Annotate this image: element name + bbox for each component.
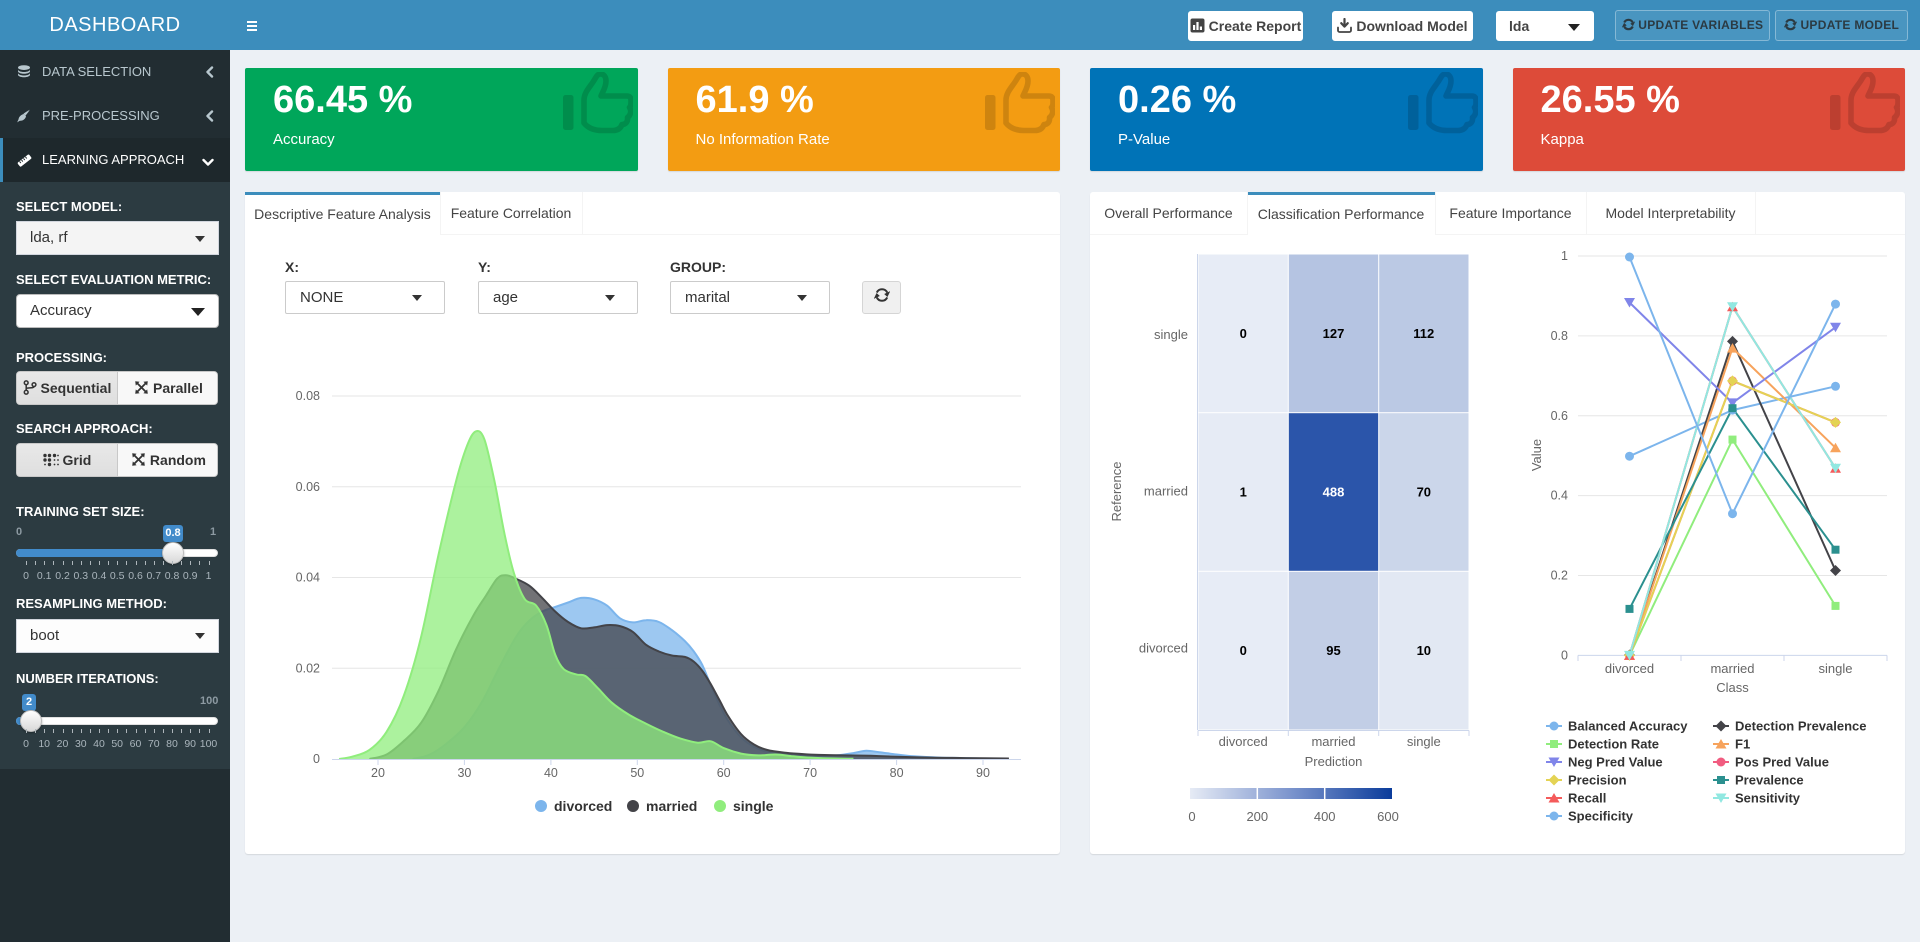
svg-text:single: single [1407, 734, 1441, 749]
svg-text:0: 0 [1188, 809, 1195, 824]
svg-text:1: 1 [1240, 485, 1247, 500]
svg-text:divorced: divorced [1605, 661, 1654, 676]
svg-text:married: married [1144, 484, 1188, 499]
svg-text:60: 60 [717, 766, 731, 780]
svg-text:Class: Class [1716, 680, 1749, 695]
svg-text:400: 400 [1314, 809, 1336, 824]
svg-text:40: 40 [544, 766, 558, 780]
svg-text:Specificity: Specificity [1568, 809, 1634, 824]
svg-text:married: married [646, 798, 697, 814]
svg-text:1: 1 [1561, 249, 1568, 263]
svg-text:112: 112 [1413, 326, 1434, 341]
svg-text:90: 90 [976, 766, 990, 780]
svg-text:F1: F1 [1735, 737, 1750, 752]
svg-text:Value: Value [1529, 439, 1544, 471]
svg-text:0.06: 0.06 [296, 480, 320, 494]
svg-text:70: 70 [803, 766, 817, 780]
svg-text:95: 95 [1326, 643, 1340, 658]
svg-text:Sensitivity: Sensitivity [1735, 791, 1801, 806]
svg-text:50: 50 [630, 766, 644, 780]
svg-text:divorced: divorced [554, 798, 612, 814]
svg-text:10: 10 [1417, 643, 1431, 658]
svg-text:20: 20 [371, 766, 385, 780]
svg-text:Precision: Precision [1568, 773, 1627, 788]
svg-text:200: 200 [1246, 809, 1268, 824]
svg-text:Pos Pred Value: Pos Pred Value [1735, 755, 1829, 770]
svg-text:married: married [1311, 734, 1355, 749]
svg-text:0.6: 0.6 [1551, 409, 1568, 423]
svg-text:single: single [733, 798, 774, 814]
svg-text:80: 80 [890, 766, 904, 780]
svg-text:0: 0 [313, 752, 320, 766]
svg-text:0.2: 0.2 [1551, 569, 1568, 583]
svg-text:Prediction: Prediction [1305, 754, 1363, 769]
svg-text:Neg Pred Value: Neg Pred Value [1568, 755, 1663, 770]
svg-text:single: single [1154, 327, 1188, 342]
svg-text:divorced: divorced [1219, 734, 1268, 749]
svg-text:488: 488 [1323, 485, 1345, 500]
svg-text:single: single [1819, 661, 1853, 676]
svg-text:600: 600 [1377, 809, 1399, 824]
svg-text:0: 0 [1240, 326, 1247, 341]
svg-text:Balanced Accuracy: Balanced Accuracy [1568, 719, 1688, 734]
svg-text:70: 70 [1417, 485, 1431, 500]
svg-text:127: 127 [1323, 326, 1345, 341]
svg-text:0: 0 [1240, 643, 1247, 658]
svg-text:Prevalence: Prevalence [1735, 773, 1804, 788]
svg-text:0.8: 0.8 [1551, 329, 1568, 343]
svg-text:married: married [1710, 661, 1754, 676]
svg-text:Recall: Recall [1568, 791, 1606, 806]
svg-text:Detection Prevalence: Detection Prevalence [1735, 719, 1867, 734]
svg-text:0.08: 0.08 [296, 389, 320, 403]
svg-text:0: 0 [1561, 648, 1568, 662]
svg-text:0.4: 0.4 [1551, 489, 1568, 503]
svg-text:Reference: Reference [1109, 462, 1124, 522]
svg-text:0.02: 0.02 [296, 661, 320, 675]
svg-text:divorced: divorced [1139, 641, 1188, 656]
svg-text:Detection Rate: Detection Rate [1568, 737, 1659, 752]
svg-text:0.04: 0.04 [296, 571, 320, 585]
svg-text:30: 30 [457, 766, 471, 780]
